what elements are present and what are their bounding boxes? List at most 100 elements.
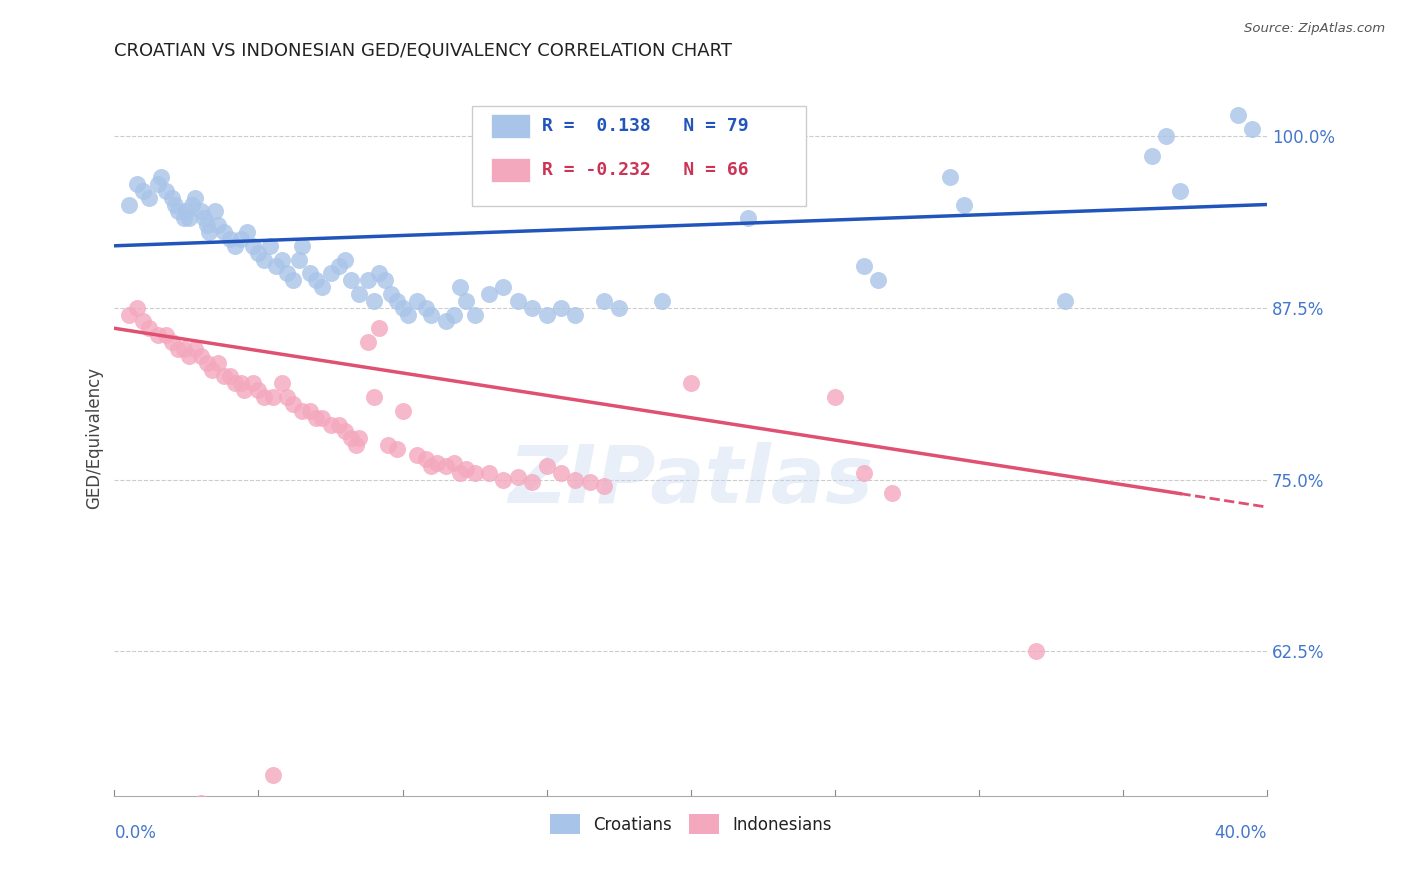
Point xyxy=(454,461,477,475)
Point xyxy=(132,184,155,198)
Point xyxy=(207,218,229,232)
Point xyxy=(506,293,529,308)
Point xyxy=(305,273,328,287)
Point xyxy=(262,390,284,404)
Point xyxy=(368,321,391,335)
Point xyxy=(231,232,253,246)
Point xyxy=(339,273,361,287)
Point xyxy=(259,239,281,253)
Point xyxy=(291,239,314,253)
Point xyxy=(132,314,155,328)
Point xyxy=(882,486,904,500)
Point xyxy=(253,252,276,267)
Point xyxy=(204,204,226,219)
Point xyxy=(1241,121,1264,136)
Point xyxy=(564,473,586,487)
Point xyxy=(242,376,264,391)
Point xyxy=(1227,108,1250,122)
FancyBboxPatch shape xyxy=(491,158,530,182)
Point xyxy=(236,225,259,239)
Point xyxy=(270,376,292,391)
Point xyxy=(396,308,419,322)
Point xyxy=(146,328,169,343)
Point xyxy=(550,466,572,480)
Point xyxy=(939,169,962,184)
Point xyxy=(385,293,408,308)
Point xyxy=(852,260,875,274)
Point xyxy=(492,473,515,487)
Point xyxy=(173,342,195,356)
Point xyxy=(709,184,731,198)
Point xyxy=(434,458,457,473)
Point xyxy=(1154,128,1177,143)
Point xyxy=(288,252,311,267)
Point xyxy=(179,211,201,226)
Point xyxy=(190,796,212,810)
Point xyxy=(328,260,350,274)
Point xyxy=(201,362,224,376)
Point xyxy=(190,204,212,219)
Point xyxy=(464,308,486,322)
Point xyxy=(349,286,371,301)
Text: CROATIAN VS INDONESIAN GED/EQUIVALENCY CORRELATION CHART: CROATIAN VS INDONESIAN GED/EQUIVALENCY C… xyxy=(114,42,733,60)
Point xyxy=(357,334,380,349)
Point xyxy=(1025,644,1047,658)
Point xyxy=(391,404,413,418)
Point xyxy=(195,356,218,370)
Point xyxy=(385,442,408,457)
Point xyxy=(737,211,759,226)
Point xyxy=(443,308,465,322)
Point xyxy=(146,177,169,191)
Point xyxy=(163,197,186,211)
Point xyxy=(281,397,304,411)
Point xyxy=(953,197,976,211)
Point xyxy=(522,301,544,315)
Point xyxy=(166,342,188,356)
Point xyxy=(420,308,443,322)
Point xyxy=(454,293,477,308)
Point xyxy=(212,225,235,239)
Text: ZIPatlas: ZIPatlas xyxy=(508,442,873,520)
Point xyxy=(212,369,235,384)
Point xyxy=(651,293,673,308)
Point xyxy=(155,328,177,343)
Point xyxy=(415,451,437,466)
Point xyxy=(443,456,465,470)
Point xyxy=(346,438,368,452)
Point xyxy=(138,321,160,335)
Point xyxy=(333,425,356,439)
Text: 0.0%: 0.0% xyxy=(114,824,156,842)
Point xyxy=(333,252,356,267)
Point xyxy=(270,252,292,267)
Point xyxy=(190,349,212,363)
Point xyxy=(138,191,160,205)
Point xyxy=(247,245,270,260)
Point xyxy=(406,448,429,462)
Point xyxy=(679,376,702,391)
Point xyxy=(311,280,333,294)
Point xyxy=(522,475,544,490)
Point xyxy=(564,308,586,322)
Point xyxy=(253,390,276,404)
Text: Source: ZipAtlas.com: Source: ZipAtlas.com xyxy=(1244,22,1385,36)
Point xyxy=(1170,184,1192,198)
FancyBboxPatch shape xyxy=(491,113,530,138)
Point xyxy=(127,301,149,315)
Point xyxy=(218,369,240,384)
Point xyxy=(693,191,716,205)
Point xyxy=(578,475,600,490)
Point xyxy=(160,191,183,205)
Point xyxy=(127,177,149,191)
Point xyxy=(160,334,183,349)
Point xyxy=(536,458,558,473)
Point xyxy=(181,197,204,211)
Point xyxy=(866,273,889,287)
Point xyxy=(276,390,298,404)
Point xyxy=(391,301,413,315)
Point xyxy=(149,169,172,184)
Point xyxy=(291,404,314,418)
Point xyxy=(207,356,229,370)
Point xyxy=(679,169,702,184)
Point xyxy=(242,239,264,253)
Point xyxy=(478,286,501,301)
